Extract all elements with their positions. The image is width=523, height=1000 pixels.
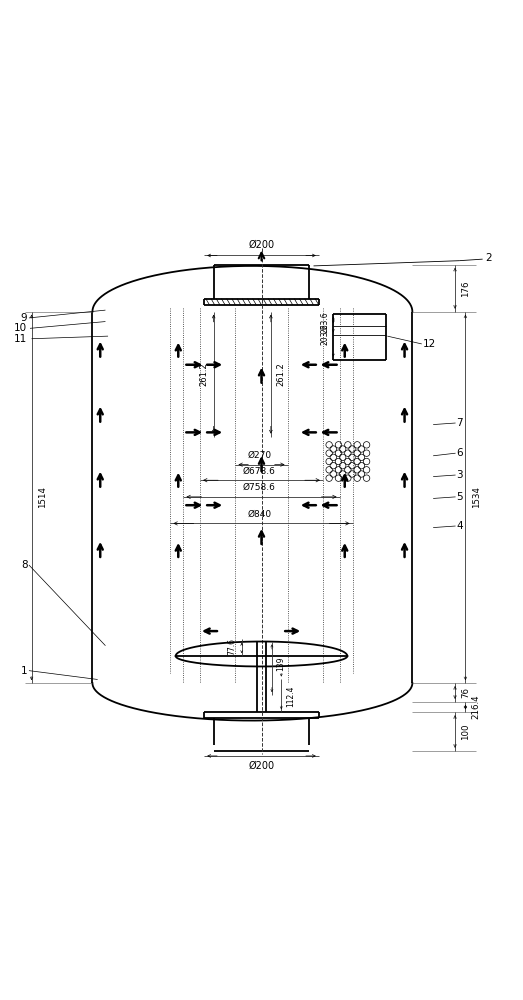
Text: 2: 2 (485, 253, 492, 263)
Text: 112.4: 112.4 (287, 685, 295, 707)
Text: 7: 7 (457, 418, 463, 428)
Text: 11: 11 (14, 334, 27, 344)
Text: 6: 6 (457, 448, 463, 458)
Text: Ø678.6: Ø678.6 (243, 467, 276, 476)
Text: 223.6: 223.6 (320, 311, 329, 333)
Text: 100: 100 (461, 723, 470, 740)
Text: 3: 3 (457, 470, 463, 480)
Text: 9: 9 (21, 313, 27, 323)
Text: 12: 12 (423, 339, 436, 349)
Text: 139: 139 (276, 657, 285, 671)
Text: 1534: 1534 (472, 486, 481, 508)
Text: 1514: 1514 (38, 486, 47, 508)
Text: 203.6: 203.6 (320, 323, 329, 345)
Text: 10: 10 (14, 323, 27, 333)
Text: 8: 8 (21, 560, 27, 570)
Text: 4: 4 (457, 521, 463, 531)
Text: Ø200: Ø200 (248, 761, 275, 771)
Text: Ø270: Ø270 (247, 450, 271, 459)
Text: 1: 1 (21, 666, 27, 676)
Text: 77.6: 77.6 (228, 638, 236, 655)
Text: 176: 176 (461, 280, 470, 297)
Text: 216.4: 216.4 (472, 695, 481, 719)
Text: 261.2: 261.2 (276, 362, 285, 386)
Text: Ø758.6: Ø758.6 (243, 483, 276, 492)
Text: 76: 76 (461, 687, 470, 698)
Text: Ø200: Ø200 (248, 240, 275, 250)
Text: 261.2: 261.2 (199, 362, 209, 386)
Text: Ø840: Ø840 (247, 510, 271, 519)
Text: 5: 5 (457, 492, 463, 502)
